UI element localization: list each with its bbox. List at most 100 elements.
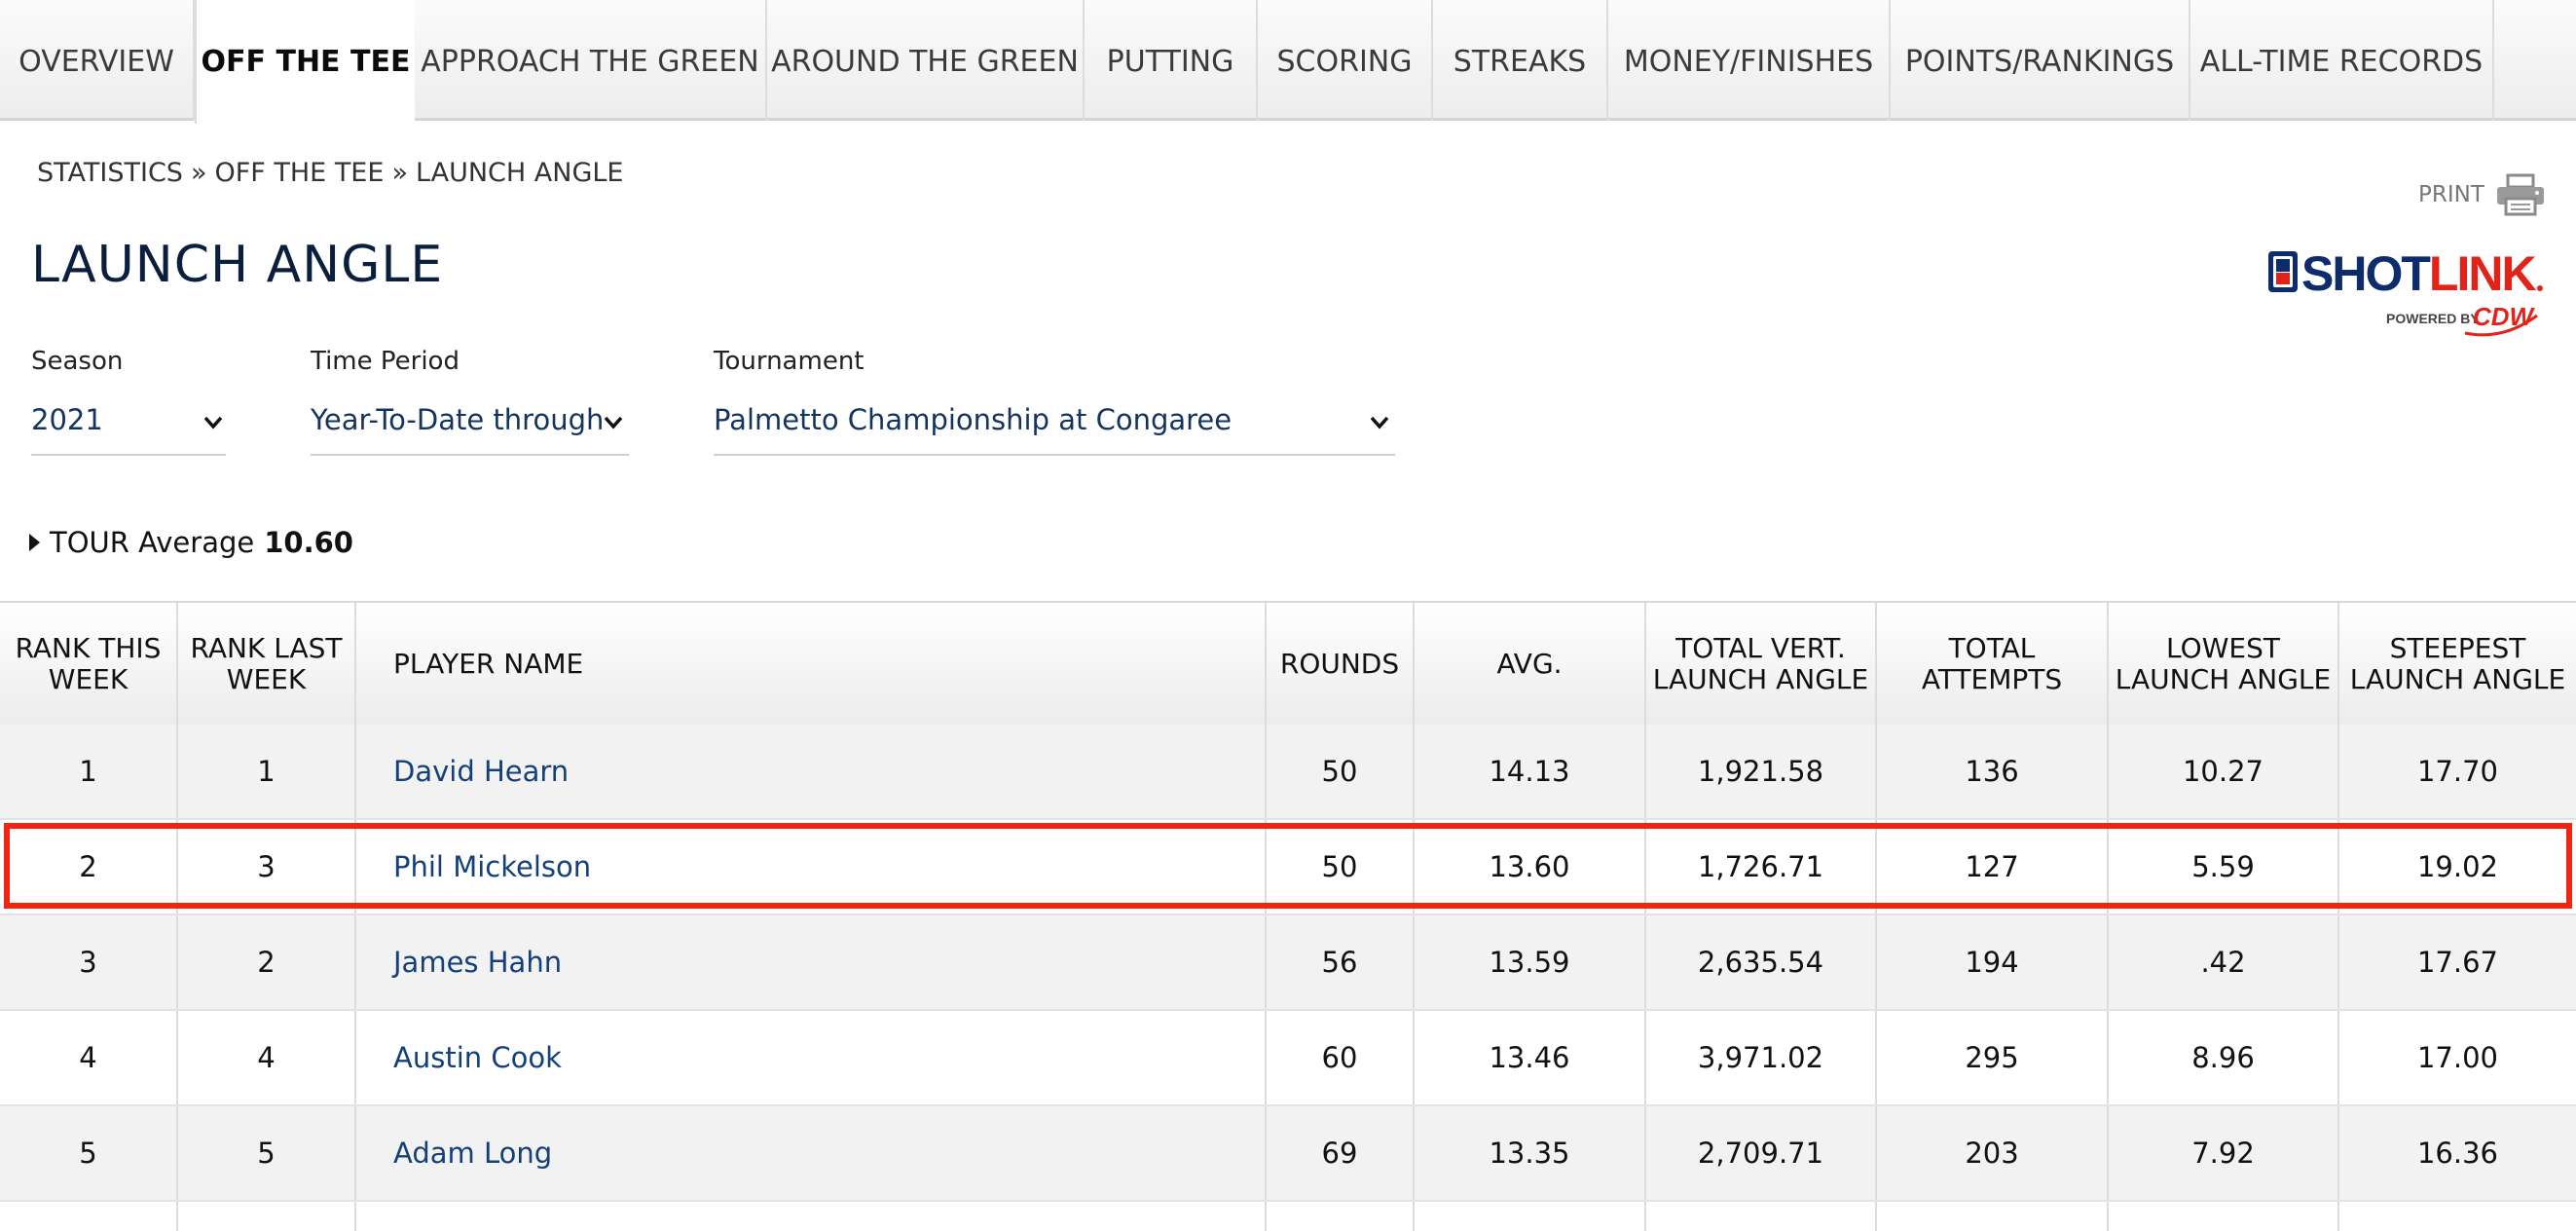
cell-empty — [178, 1202, 356, 1231]
breadcrumb-launch-angle: LAUNCH ANGLE — [415, 158, 624, 188]
tab-around-the-green[interactable]: AROUND THE GREEN — [767, 0, 1085, 121]
print-button[interactable]: PRINT — [2418, 173, 2547, 216]
cell-attempts: 136 — [1877, 725, 2109, 818]
breadcrumb-off-the-tee[interactable]: OFF THE TEE — [214, 158, 385, 188]
cell-steepest: 16.36 — [2416, 1137, 2499, 1170]
cell-empty — [1646, 1202, 1877, 1231]
cell-player: James Hahn — [356, 915, 1267, 1009]
breadcrumb: STATISTICS» OFF THE TEE» LAUNCH ANGLE — [37, 158, 624, 188]
cell-attempts: 295 — [1877, 1011, 2109, 1104]
player-link[interactable]: Adam Long — [393, 1137, 553, 1170]
chevron-down-icon — [604, 416, 623, 429]
tour-average-label: TOUR Average — [50, 526, 255, 559]
table-row: 5 5 Adam Long 69 13.35 2,709.71 203 7.92… — [0, 1106, 2576, 1202]
cell-total-vert: 1,921.58 — [1646, 725, 1877, 818]
season-select[interactable]: 2021 — [31, 392, 226, 456]
time-period-select[interactable]: Year-To-Date through — [311, 392, 629, 456]
logo-wordmark: SHOTLINK — [2301, 246, 2536, 301]
cell-player: Phil Mickelson — [356, 820, 1267, 914]
shotlink-logo: SHOTLINK POWERED BY CDW — [2268, 246, 2543, 337]
cell-rank: 1 — [0, 725, 178, 818]
tour-average-value: 10.60 — [264, 526, 353, 559]
page-title: LAUNCH ANGLE — [31, 236, 444, 294]
cell-steepest: 17.00 — [2416, 1041, 2499, 1074]
cell-rounds: 69 — [1267, 1106, 1415, 1200]
cell-lowest: 5.59 — [2109, 820, 2339, 914]
season-value: 2021 — [31, 403, 103, 436]
cell-rank-last: 3 — [178, 820, 356, 914]
tournament-value: Palmetto Championship at Congaree — [714, 403, 1233, 436]
cell-rounds: 60 — [1267, 1011, 1415, 1104]
table-row: 4 4 Austin Cook 60 13.46 3,971.02 295 8.… — [0, 1011, 2576, 1106]
player-link[interactable]: Phil Mickelson — [393, 850, 592, 883]
cell-rank: 5 — [0, 1106, 178, 1200]
cell-avg: 13.60 — [1415, 820, 1646, 914]
stats-category-tabs: OVERVIEW OFF THE TEE APPROACH THE GREEN … — [0, 0, 2576, 124]
table-row: 2 3 Phil Mickelson 50 13.60 1,726.71 127… — [0, 820, 2576, 915]
tab-overview[interactable]: OVERVIEW — [0, 0, 195, 121]
cell-lowest: 7.92 — [2109, 1106, 2339, 1200]
cell-empty — [356, 1202, 1267, 1231]
time-period-value: Year-To-Date through — [311, 403, 605, 436]
cell-empty — [1877, 1202, 2109, 1231]
cell-attempts: 194 — [1877, 915, 2109, 1009]
cell-attempts: 127 — [1877, 820, 2109, 914]
cell-rank: 4 — [0, 1011, 178, 1104]
caret-right-icon — [29, 534, 40, 551]
tab-money-finishes[interactable]: MONEY/FINISHES — [1608, 0, 1891, 121]
header-lowest-launch-angle[interactable]: LOWEST LAUNCH ANGLE — [2109, 603, 2339, 725]
season-label: Season — [31, 347, 124, 376]
cell-rank: 3 — [0, 915, 178, 1009]
cell-steepest: 17.70 — [2416, 755, 2499, 788]
cell-rounds: 50 — [1267, 725, 1415, 818]
table-row: 1 1 David Hearn 50 14.13 1,921.58 136 10… — [0, 725, 2576, 820]
cell-attempts: 203 — [1877, 1106, 2109, 1200]
logo-shot: SHOT — [2301, 246, 2430, 301]
cell-total-vert: 2,635.54 — [1646, 915, 1877, 1009]
cell-avg: 13.35 — [1415, 1106, 1646, 1200]
cell-empty — [1415, 1202, 1646, 1231]
header-total-vert-launch-angle[interactable]: TOTAL VERT. LAUNCH ANGLE — [1646, 603, 1877, 725]
table-row-partial — [0, 1202, 2576, 1231]
player-link[interactable]: James Hahn — [393, 946, 563, 979]
header-rank-this-week[interactable]: RANK THIS WEEK — [0, 603, 178, 725]
tab-all-time-records[interactable]: ALL-TIME RECORDS — [2190, 0, 2494, 121]
tab-off-the-tee[interactable]: OFF THE TEE — [195, 0, 415, 124]
cell-avg: 13.59 — [1415, 915, 1646, 1009]
cell-empty — [0, 1202, 178, 1231]
chevron-down-icon — [1370, 416, 1389, 429]
header-total-attempts[interactable]: TOTAL ATTEMPTS — [1877, 603, 2109, 725]
player-link[interactable]: Austin Cook — [393, 1041, 562, 1074]
logo-link: LINK — [2429, 246, 2537, 301]
tab-approach-the-green[interactable]: APPROACH THE GREEN — [415, 0, 767, 121]
printer-icon — [2496, 173, 2544, 216]
cell-steepest: 17.67 — [2416, 946, 2499, 979]
tab-putting[interactable]: PUTTING — [1085, 0, 1258, 121]
cell-lowest: .42 — [2109, 915, 2339, 1009]
breadcrumb-statistics[interactable]: STATISTICS — [37, 158, 183, 188]
cell-player: Austin Cook — [356, 1011, 1267, 1104]
breadcrumb-separator: » — [391, 158, 408, 188]
tournament-select[interactable]: Palmetto Championship at Congaree — [714, 392, 1395, 456]
cell-empty — [2109, 1202, 2339, 1231]
tab-bar-filler — [2494, 0, 2576, 121]
tab-scoring[interactable]: SCORING — [1258, 0, 1433, 121]
cell-rounds: 50 — [1267, 820, 1415, 914]
print-label: PRINT — [2418, 182, 2484, 207]
breadcrumb-separator: » — [190, 158, 207, 188]
cell-avg: 13.46 — [1415, 1011, 1646, 1104]
header-steepest-launch-angle[interactable]: STEEPEST LAUNCH ANGLE — [2349, 631, 2566, 695]
cell-total-vert: 1,726.71 — [1646, 820, 1877, 914]
header-rank-last-week[interactable]: RANK LAST WEEK — [178, 603, 356, 725]
header-avg[interactable]: AVG. — [1415, 603, 1646, 725]
tab-streaks[interactable]: STREAKS — [1433, 0, 1608, 121]
cell-player: Adam Long — [356, 1106, 1267, 1200]
header-rounds[interactable]: ROUNDS — [1267, 603, 1415, 725]
tab-points-rankings[interactable]: POINTS/RANKINGS — [1891, 0, 2190, 121]
tournament-label: Tournament — [714, 347, 865, 376]
tour-average-toggle[interactable]: TOUR Average 10.60 — [29, 526, 353, 559]
player-link[interactable]: David Hearn — [393, 755, 570, 788]
header-player-name[interactable]: PLAYER NAME — [356, 603, 1267, 725]
logo-powered-by: POWERED BY — [2386, 311, 2480, 326]
cell-empty — [2339, 1202, 2576, 1231]
